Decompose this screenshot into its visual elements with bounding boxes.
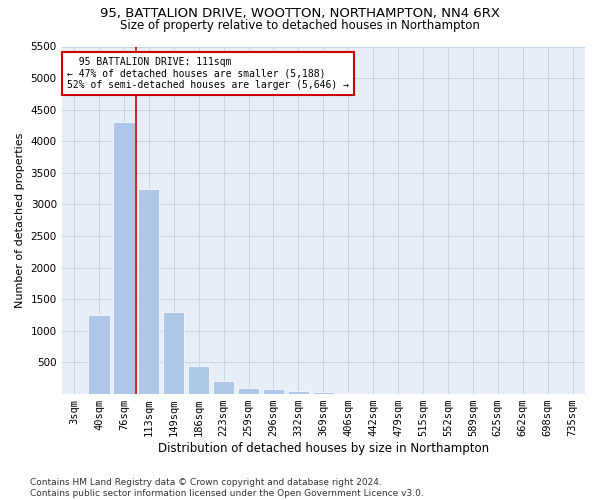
Bar	[113, 122, 134, 394]
Bar	[188, 366, 209, 394]
Text: 95, BATTALION DRIVE, WOOTTON, NORTHAMPTON, NN4 6RX: 95, BATTALION DRIVE, WOOTTON, NORTHAMPTO…	[100, 8, 500, 20]
X-axis label: Distribution of detached houses by size in Northampton: Distribution of detached houses by size …	[158, 442, 489, 455]
Bar	[338, 393, 359, 394]
Bar	[88, 315, 110, 394]
Bar	[238, 388, 259, 394]
Bar	[138, 188, 160, 394]
Text: 95 BATTALION DRIVE: 111sqm
← 47% of detached houses are smaller (5,188)
52% of s: 95 BATTALION DRIVE: 111sqm ← 47% of deta…	[67, 57, 349, 90]
Y-axis label: Number of detached properties: Number of detached properties	[15, 132, 25, 308]
Bar	[313, 392, 334, 394]
Text: Size of property relative to detached houses in Northampton: Size of property relative to detached ho…	[120, 18, 480, 32]
Bar	[213, 382, 234, 394]
Text: Contains HM Land Registry data © Crown copyright and database right 2024.
Contai: Contains HM Land Registry data © Crown c…	[30, 478, 424, 498]
Bar	[288, 391, 309, 394]
Bar	[263, 390, 284, 394]
Bar	[163, 312, 184, 394]
